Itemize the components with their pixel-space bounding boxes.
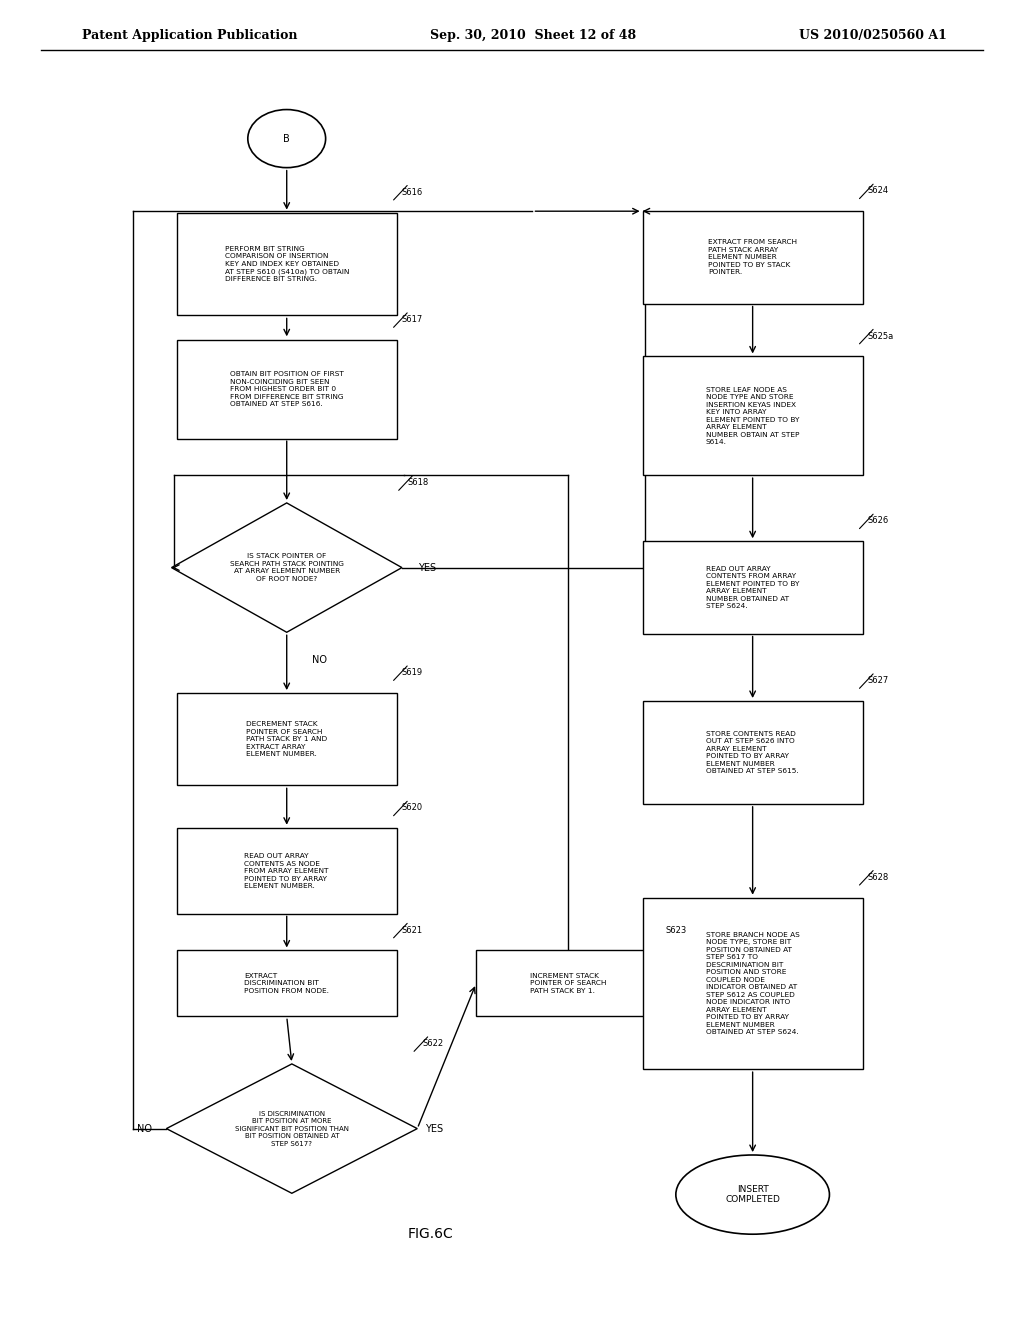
Text: S620: S620 (401, 804, 423, 812)
Text: S626: S626 (868, 516, 889, 525)
Text: PERFORM BIT STRING
COMPARISON OF INSERTION
KEY AND INDEX KEY OBTAINED
AT STEP S6: PERFORM BIT STRING COMPARISON OF INSERTI… (224, 246, 349, 282)
FancyBboxPatch shape (177, 950, 397, 1016)
Text: YES: YES (425, 1123, 443, 1134)
FancyBboxPatch shape (643, 898, 862, 1069)
Text: YES: YES (418, 562, 436, 573)
Text: S618: S618 (408, 478, 428, 487)
Text: Sep. 30, 2010  Sheet 12 of 48: Sep. 30, 2010 Sheet 12 of 48 (430, 29, 636, 42)
FancyBboxPatch shape (177, 341, 397, 438)
Text: NO: NO (312, 655, 328, 665)
Text: INCREMENT STACK
POINTER OF SEARCH
PATH STACK BY 1.: INCREMENT STACK POINTER OF SEARCH PATH S… (530, 973, 606, 994)
Text: S617: S617 (401, 315, 423, 325)
Text: IS DISCRIMINATION
BIT POSITION AT MORE
SIGNIFICANT BIT POSITION THAN
BIT POSITIO: IS DISCRIMINATION BIT POSITION AT MORE S… (234, 1110, 349, 1147)
Polygon shape (172, 503, 401, 632)
Ellipse shape (676, 1155, 829, 1234)
FancyBboxPatch shape (643, 211, 862, 304)
Text: US 2010/0250560 A1: US 2010/0250560 A1 (799, 29, 946, 42)
Text: EXTRACT FROM SEARCH
PATH STACK ARRAY
ELEMENT NUMBER
POINTED TO BY STACK
POINTER.: EXTRACT FROM SEARCH PATH STACK ARRAY ELE… (709, 239, 797, 276)
FancyBboxPatch shape (476, 950, 660, 1016)
Text: EXTRACT
DISCRIMINATION BIT
POSITION FROM NODE.: EXTRACT DISCRIMINATION BIT POSITION FROM… (244, 973, 330, 994)
Text: S616: S616 (401, 187, 423, 197)
Text: S623: S623 (666, 925, 687, 935)
Text: S619: S619 (401, 668, 423, 677)
Ellipse shape (248, 110, 326, 168)
Polygon shape (166, 1064, 418, 1193)
Text: Patent Application Publication: Patent Application Publication (82, 29, 297, 42)
Text: S624: S624 (868, 186, 889, 195)
Text: S622: S622 (422, 1039, 443, 1048)
Text: S621: S621 (401, 925, 423, 935)
Text: STORE BRANCH NODE AS
NODE TYPE, STORE BIT
POSITION OBTAINED AT
STEP S617 TO
DESC: STORE BRANCH NODE AS NODE TYPE, STORE BI… (706, 932, 800, 1035)
FancyBboxPatch shape (643, 356, 862, 475)
FancyBboxPatch shape (643, 541, 862, 634)
Text: READ OUT ARRAY
CONTENTS AS NODE
FROM ARRAY ELEMENT
POINTED TO BY ARRAY
ELEMENT N: READ OUT ARRAY CONTENTS AS NODE FROM ARR… (245, 853, 329, 890)
Text: STORE LEAF NODE AS
NODE TYPE AND STORE
INSERTION KEYAS INDEX
KEY INTO ARRAY
ELEM: STORE LEAF NODE AS NODE TYPE AND STORE I… (706, 387, 800, 445)
FancyBboxPatch shape (177, 213, 397, 315)
Text: DECREMENT STACK
POINTER OF SEARCH
PATH STACK BY 1 AND
EXTRACT ARRAY
ELEMENT NUMB: DECREMENT STACK POINTER OF SEARCH PATH S… (246, 721, 328, 758)
FancyBboxPatch shape (643, 701, 862, 804)
FancyBboxPatch shape (177, 829, 397, 913)
Text: IS STACK POINTER OF
SEARCH PATH STACK POINTING
AT ARRAY ELEMENT NUMBER
OF ROOT N: IS STACK POINTER OF SEARCH PATH STACK PO… (229, 553, 344, 582)
Text: S627: S627 (868, 676, 889, 685)
Text: READ OUT ARRAY
CONTENTS FROM ARRAY
ELEMENT POINTED TO BY
ARRAY ELEMENT
NUMBER OB: READ OUT ARRAY CONTENTS FROM ARRAY ELEME… (706, 566, 800, 609)
Text: S625a: S625a (868, 331, 894, 341)
Text: STORE CONTENTS READ
OUT AT STEP S626 INTO
ARRAY ELEMENT
POINTED TO BY ARRAY
ELEM: STORE CONTENTS READ OUT AT STEP S626 INT… (707, 731, 799, 774)
FancyBboxPatch shape (177, 693, 397, 785)
Text: S628: S628 (868, 873, 889, 882)
Text: FIG.6C: FIG.6C (408, 1228, 453, 1241)
Text: OBTAIN BIT POSITION OF FIRST
NON-COINCIDING BIT SEEN
FROM HIGHEST ORDER BIT 0
FR: OBTAIN BIT POSITION OF FIRST NON-COINCID… (229, 371, 344, 408)
Text: B: B (284, 133, 290, 144)
Text: NO: NO (136, 1123, 152, 1134)
Text: INSERT
COMPLETED: INSERT COMPLETED (725, 1185, 780, 1204)
